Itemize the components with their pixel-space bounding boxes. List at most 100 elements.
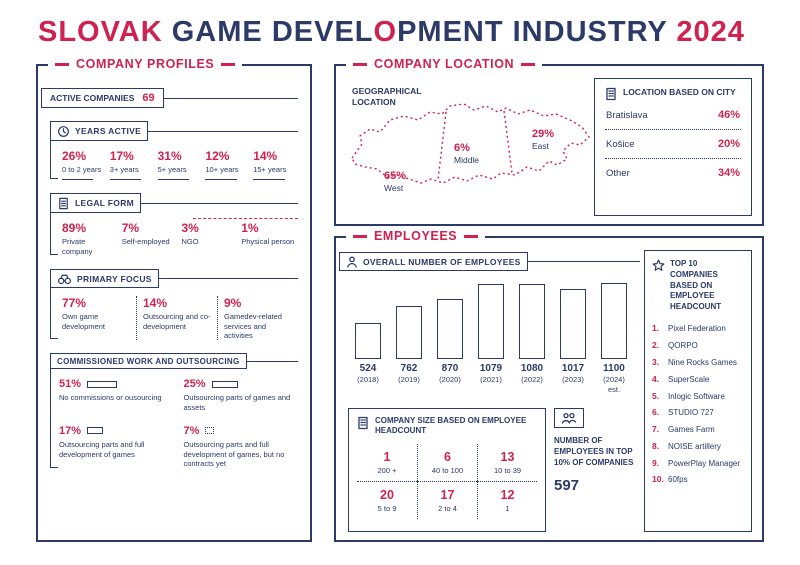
bar-label: 1080 (2022)	[514, 359, 550, 394]
legal-form-section: LEGAL FORM 89% Private company 7% Self-e…	[50, 193, 298, 256]
stat-column: 31% 5+ years	[155, 149, 203, 181]
region-west: 65% West	[384, 170, 406, 193]
title-segment: SLOVAK	[38, 16, 172, 48]
stat-label: Outsourcing parts and full development o…	[183, 439, 285, 469]
legal-form-label: LEGAL FORM	[75, 198, 135, 209]
stat-cell: 51% No commissions or ousourcing	[59, 378, 174, 413]
company-rank: 1.	[652, 323, 660, 334]
title-segment: PMENT	[397, 16, 513, 48]
stat-value: 25%	[183, 378, 206, 391]
bar-label: 1079 (2021)	[473, 359, 509, 394]
people-icon	[561, 412, 577, 424]
stat-value: 3%	[181, 221, 199, 236]
stat-head: 7%	[184, 425, 299, 437]
stat-value: 7%	[183, 424, 200, 437]
primary-focus-label: PRIMARY FOCUS	[77, 273, 152, 284]
bar	[601, 283, 627, 359]
company-name: STUDIO 727	[668, 408, 714, 418]
top10-companies-box: TOP 10 COMPANIES BASED ON EMPLOYEE HEADC…	[644, 250, 752, 532]
size-range: 200 +	[377, 465, 397, 475]
location-by-city-header: LOCATION BASED ON CITY	[605, 87, 741, 101]
clock-icon	[57, 125, 70, 138]
underline	[109, 179, 142, 181]
size-range: 2 to 4	[438, 503, 457, 513]
stat-label: No commissions or ousourcing	[59, 393, 162, 403]
commissioned-work-tab: COMMISSIONED WORK AND OUTSOURCING	[50, 353, 247, 370]
company-location-panel-title: COMPANY LOCATION	[346, 57, 543, 71]
company-name: SuperScale	[668, 374, 710, 384]
city-name: Bratislava	[606, 109, 648, 121]
location-by-city-label: LOCATION BASED ON CITY	[623, 87, 736, 97]
company-size-grid: 1 200 + 6 40 to 100 13 10 to 39 20 5 to …	[357, 443, 537, 519]
bar-column-2024	[596, 283, 632, 359]
size-cell: 6 40 to 100	[417, 443, 477, 481]
bar-note: est.	[607, 385, 621, 394]
bar-value: 1017	[561, 363, 585, 374]
divider-line	[158, 278, 298, 280]
binoculars-icon	[57, 273, 72, 285]
divider-line	[246, 360, 298, 362]
list-item: 9. PowerPlay Manager	[652, 454, 744, 471]
primary-focus-columns: 77% Own game development 14% Outsourcing…	[59, 296, 298, 341]
building-icon	[357, 416, 369, 430]
years-active-tab: YEARS ACTIVE	[50, 121, 149, 141]
city-value: 20%	[717, 138, 740, 150]
top10pct-value: 597	[554, 477, 580, 495]
city-name: Košice	[606, 138, 635, 150]
company-rank: 3.	[652, 356, 660, 367]
bar-value: 1079	[479, 363, 503, 374]
bar-column-2019	[391, 306, 427, 359]
years-active-columns: 26% 0 to 2 years 17% 3+ years 31% 5+ yea…	[59, 149, 298, 181]
active-companies-label: ACTIVE COMPANIES	[50, 93, 135, 103]
employees-panel-title: EMPLOYEES	[346, 229, 486, 243]
overall-employees-label: OVERALL NUMBER OF EMPLOYEES	[363, 256, 521, 267]
bar-year: (2018)	[357, 375, 379, 384]
bar-icon	[87, 427, 104, 435]
primary-focus-tab: PRIMARY FOCUS	[50, 269, 159, 289]
stat-head: 51%	[59, 378, 174, 390]
region-name: East	[532, 141, 550, 152]
stat-value: 14%	[143, 296, 168, 311]
stat-label: Outsourcing and co-development	[143, 312, 211, 331]
stat-label: 5+ years	[157, 165, 187, 174]
stat-column: 9% Gamedev-related services and activiti…	[217, 296, 298, 341]
size-cell: 20 5 to 9	[357, 480, 417, 519]
underline	[62, 179, 94, 181]
city-value: 46%	[717, 109, 740, 121]
commissioned-work-label: COMMISSIONED WORK AND OUTSOURCING	[57, 356, 240, 366]
size-value: 17	[440, 487, 455, 502]
stat-cell: 7% Outsourcing parts and full developmen…	[184, 425, 299, 469]
slovakia-map-outline	[351, 103, 590, 184]
company-size-box: COMPANY SIZE BASED ON EMPLOYEE HEADCOUNT…	[348, 408, 546, 532]
decor-dashed-line	[193, 218, 298, 220]
stat-label: 0 to 2 years	[62, 165, 102, 174]
region-value: 6%	[454, 142, 470, 154]
legal-form-tab: LEGAL FORM	[50, 193, 142, 214]
size-cell: 17 2 to 4	[417, 480, 477, 519]
bar-label: 1017 (2023)	[555, 359, 591, 394]
city-row: Košice 20%	[605, 130, 741, 159]
title-segment: 2024	[676, 16, 745, 48]
size-range: 1	[505, 503, 510, 513]
active-companies-stat: ACTIVE COMPANIES 69	[41, 88, 164, 108]
bar-year: (2019)	[398, 375, 420, 384]
company-rank: 8.	[652, 440, 660, 451]
divider-line	[163, 97, 298, 99]
stat-value: 9%	[224, 296, 242, 311]
underline	[253, 179, 285, 181]
region-name: West	[384, 183, 404, 194]
building-icon	[605, 87, 617, 101]
region-name: Middle	[454, 155, 480, 166]
list-item: 10. 60fps	[652, 471, 744, 488]
list-item: 2. QORPO	[652, 337, 744, 354]
top10-companies-list: 1. Pixel Federation 2. QORPO 3. Nine Roc…	[652, 320, 744, 488]
stat-head: 17%	[59, 425, 174, 437]
size-cell: 1 200 +	[357, 444, 417, 481]
employees-bar-chart-labels: 524 (2018) 762 (2019) 870 (2020) 1079 (2…	[350, 359, 640, 394]
stat-column: 26% 0 to 2 years	[59, 149, 107, 181]
stat-column: 7% Self-employed	[119, 221, 179, 256]
bar-icon	[87, 380, 118, 388]
company-name: PowerPlay Manager	[668, 458, 741, 468]
company-rank: 2.	[652, 340, 660, 351]
